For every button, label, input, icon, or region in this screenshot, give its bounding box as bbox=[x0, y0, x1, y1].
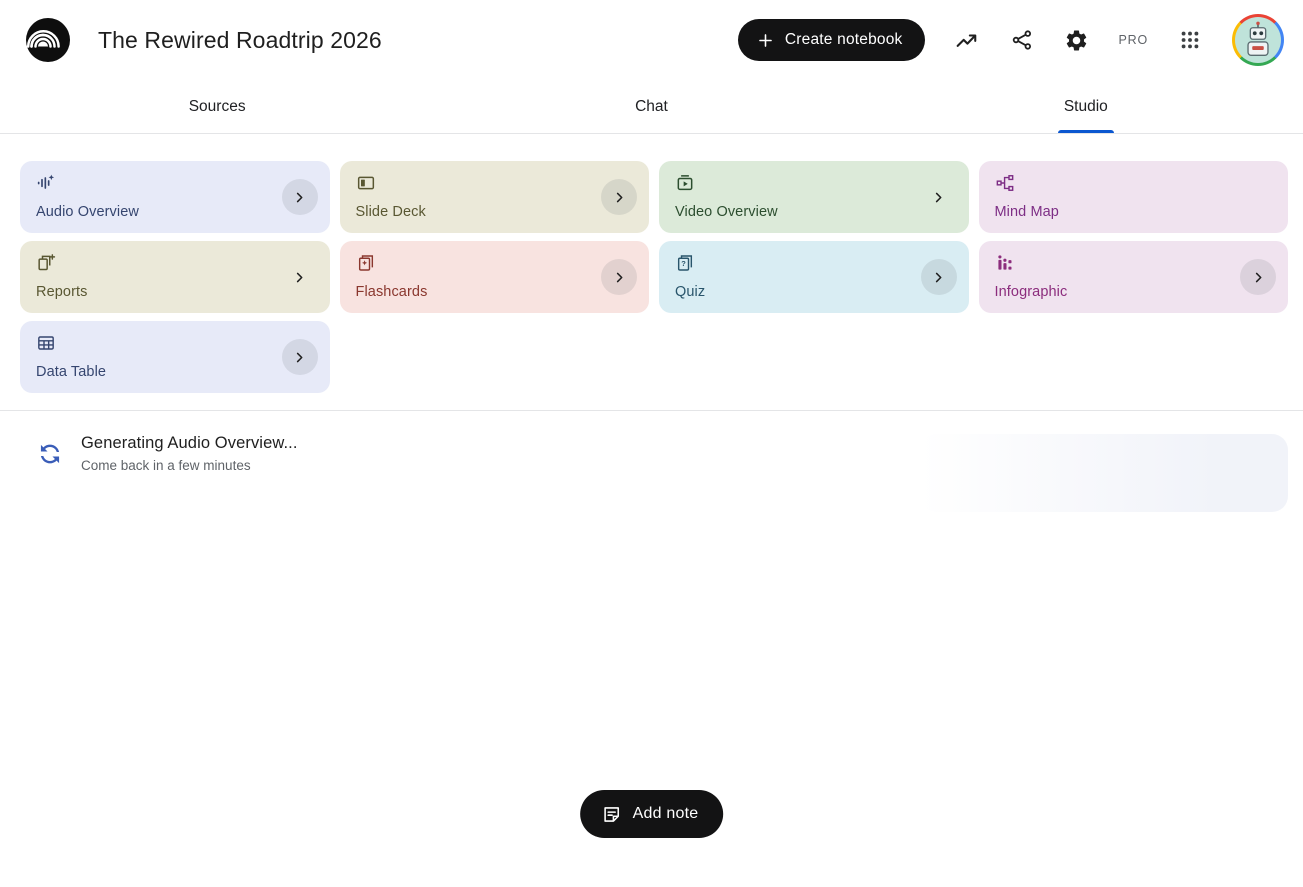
studio-card-quiz[interactable]: ? Quiz bbox=[659, 241, 969, 313]
chevron-right-icon[interactable] bbox=[281, 339, 318, 375]
quiz-icon: ? bbox=[675, 253, 695, 273]
card-label: Audio Overview bbox=[36, 204, 139, 220]
chevron-right-icon[interactable] bbox=[601, 259, 637, 295]
notebooklm-logo[interactable] bbox=[26, 18, 70, 62]
share-icon[interactable] bbox=[1009, 27, 1035, 53]
audio-waveform-sparkle-icon bbox=[36, 173, 56, 193]
card-label: Slide Deck bbox=[355, 204, 426, 220]
data-table-icon bbox=[36, 333, 56, 353]
settings-gear-icon[interactable] bbox=[1064, 27, 1090, 53]
generation-title: Generating Audio Overview... bbox=[81, 434, 298, 452]
tab-sources[interactable]: Sources bbox=[188, 97, 246, 115]
tab-chat[interactable]: Chat bbox=[635, 97, 668, 115]
generation-status-row: Generating Audio Overview... Come back i… bbox=[0, 411, 1303, 512]
tab-studio[interactable]: Studio bbox=[869, 80, 1303, 133]
slide-deck-icon bbox=[356, 173, 376, 193]
chevron-right-icon[interactable] bbox=[282, 259, 318, 295]
add-note-button[interactable]: Add note bbox=[579, 790, 724, 838]
avatar-robot-image bbox=[1235, 17, 1281, 63]
studio-card-audio-overview[interactable]: Audio Overview bbox=[20, 161, 330, 233]
flashcards-icon bbox=[356, 253, 376, 273]
infographic-icon bbox=[995, 253, 1015, 273]
generation-subtitle: Come back in a few minutes bbox=[81, 458, 251, 473]
pro-badge: PRO bbox=[1118, 33, 1148, 47]
svg-text:?: ? bbox=[681, 259, 686, 268]
chevron-right-icon[interactable] bbox=[921, 179, 957, 215]
sync-spinner-icon bbox=[36, 440, 64, 468]
studio-card-data-table[interactable]: Data Table bbox=[20, 321, 330, 393]
note-icon bbox=[601, 804, 622, 825]
create-notebook-label: Create notebook bbox=[784, 31, 903, 48]
generation-skeleton-placeholder bbox=[920, 434, 1288, 512]
card-label: Infographic bbox=[994, 284, 1068, 300]
header-actions: Create notebook PRO bbox=[737, 14, 1284, 66]
add-note-label: Add note bbox=[632, 805, 699, 822]
notebook-title[interactable]: The Rewired Roadtrip 2026 bbox=[98, 26, 382, 53]
apps-grid-icon[interactable] bbox=[1177, 27, 1203, 53]
card-label: Data Table bbox=[36, 364, 107, 380]
video-overview-icon bbox=[675, 173, 695, 193]
studio-card-grid: Audio Overview Slide Deck Video Overview… bbox=[20, 161, 1288, 393]
card-label: Flashcards bbox=[355, 284, 428, 300]
studio-card-reports[interactable]: Reports bbox=[20, 241, 330, 313]
studio-card-infographic[interactable]: Infographic bbox=[978, 241, 1288, 313]
generation-status-text: Generating Audio Overview... Come back i… bbox=[81, 434, 298, 473]
chevron-right-icon[interactable] bbox=[601, 179, 637, 215]
studio-card-video-overview[interactable]: Video Overview bbox=[659, 161, 969, 233]
main-tabbar: Sources Chat Studio bbox=[0, 80, 1303, 134]
create-notebook-button[interactable]: Create notebook bbox=[737, 19, 925, 61]
studio-card-mind-map[interactable]: Mind Map bbox=[978, 161, 1288, 233]
card-label: Mind Map bbox=[994, 204, 1059, 220]
app-header: The Rewired Roadtrip 2026 Create noteboo… bbox=[0, 0, 1303, 80]
plus-icon bbox=[756, 31, 775, 50]
mind-map-icon bbox=[995, 173, 1015, 193]
studio-card-flashcards[interactable]: Flashcards bbox=[339, 241, 649, 313]
chevron-right-icon[interactable] bbox=[1240, 259, 1276, 295]
user-avatar[interactable] bbox=[1232, 14, 1284, 66]
card-label: Video Overview bbox=[675, 204, 778, 220]
chevron-right-icon[interactable] bbox=[281, 179, 318, 215]
chevron-right-icon[interactable] bbox=[920, 259, 957, 295]
reports-icon bbox=[36, 253, 56, 273]
card-label: Reports bbox=[36, 284, 88, 300]
section-divider bbox=[0, 410, 1303, 411]
trending-up-icon[interactable] bbox=[954, 27, 980, 53]
studio-card-slide-deck[interactable]: Slide Deck bbox=[339, 161, 649, 233]
card-label: Quiz bbox=[675, 284, 706, 300]
